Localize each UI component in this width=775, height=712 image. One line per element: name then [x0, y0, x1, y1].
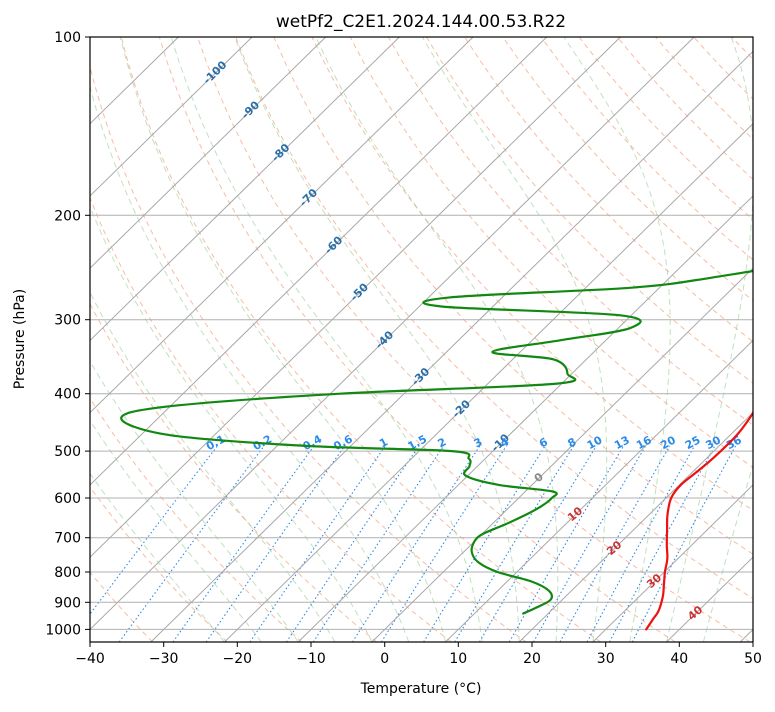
y-tick-label: 300 [54, 313, 81, 329]
y-tick-label: 1000 [45, 622, 81, 638]
x-tick-label: −40 [75, 651, 105, 667]
x-tick-label: 10 [449, 651, 467, 667]
y-axis-label: Pressure (hPa) [12, 289, 28, 389]
x-tick-label: −10 [296, 651, 326, 667]
y-tick-label: 600 [54, 491, 81, 507]
y-tick-label: 200 [54, 208, 81, 224]
x-tick-label: 50 [744, 651, 762, 667]
x-tick-label: 30 [597, 651, 615, 667]
x-tick-label: 20 [523, 651, 541, 667]
x-tick-label: −20 [223, 651, 253, 667]
x-tick-label: 0 [380, 651, 389, 667]
y-tick-label: 100 [54, 30, 81, 46]
chart-title: wetPf2_C2E1.2024.144.00.53.R22 [276, 12, 566, 32]
y-tick-label: 500 [54, 444, 81, 460]
y-tick-label: 900 [54, 595, 81, 611]
x-tick-label: 40 [670, 651, 688, 667]
y-tick-label: 800 [54, 565, 81, 581]
x-tick-label: −30 [149, 651, 179, 667]
y-tick-label: 700 [54, 531, 81, 547]
y-tick-label: 400 [54, 387, 81, 403]
x-axis-label: Temperature (°C) [360, 681, 482, 697]
